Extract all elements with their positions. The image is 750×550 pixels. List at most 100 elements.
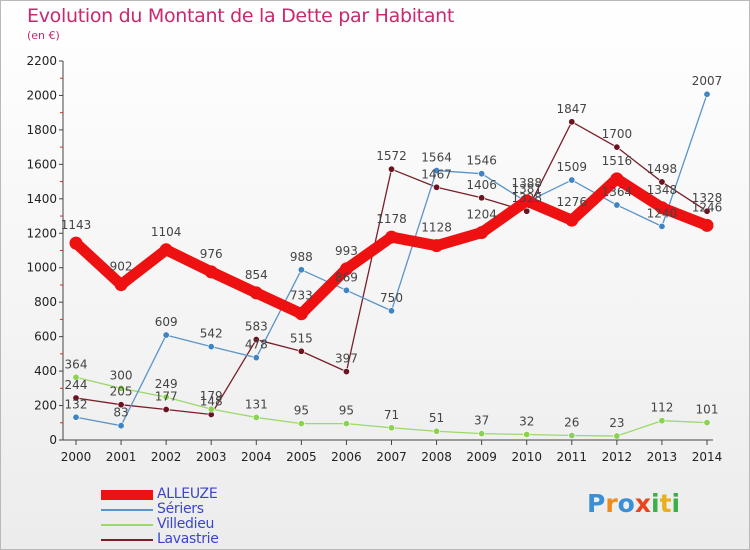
data-point bbox=[252, 413, 260, 421]
data-point bbox=[478, 430, 486, 438]
data-label: 609 bbox=[155, 315, 178, 329]
legend-label: Villedieu bbox=[157, 516, 215, 532]
data-label: 1498 bbox=[647, 162, 678, 176]
data-point bbox=[520, 194, 534, 208]
data-label: 1240 bbox=[647, 206, 678, 220]
logo-letter: P bbox=[587, 489, 606, 518]
data-label: 750 bbox=[380, 291, 403, 305]
data-label: 177 bbox=[155, 390, 178, 404]
x-tick-label: 2004 bbox=[241, 450, 272, 464]
data-label: 300 bbox=[110, 368, 133, 382]
data-label: 1509 bbox=[557, 160, 588, 174]
data-point bbox=[297, 420, 305, 428]
data-label: 2007 bbox=[692, 74, 723, 88]
data-label: 1564 bbox=[421, 151, 452, 165]
data-label: 1128 bbox=[421, 221, 452, 235]
data-label: 1143 bbox=[61, 218, 92, 232]
legend-swatch bbox=[101, 539, 153, 541]
data-point bbox=[478, 170, 486, 178]
data-label: 583 bbox=[245, 320, 268, 334]
y-tick-label: 1600 bbox=[26, 157, 57, 171]
data-point bbox=[294, 307, 308, 321]
data-point bbox=[658, 417, 666, 425]
x-tick-label: 2014 bbox=[692, 450, 723, 464]
data-label: 1516 bbox=[602, 154, 633, 168]
data-label: 988 bbox=[290, 250, 313, 264]
data-point bbox=[297, 347, 305, 355]
data-point bbox=[430, 239, 444, 253]
x-tick-label: 2009 bbox=[466, 450, 497, 464]
data-label: 1178 bbox=[376, 212, 407, 226]
data-label: 132 bbox=[65, 397, 88, 411]
data-label: 37 bbox=[474, 414, 489, 428]
logo-letter: i bbox=[671, 489, 681, 518]
data-label: 148 bbox=[200, 395, 223, 409]
logo-letter: t bbox=[659, 489, 672, 518]
data-label: 1276 bbox=[557, 195, 588, 209]
chart-unit: (en €) bbox=[27, 29, 60, 42]
y-tick-label: 2200 bbox=[26, 54, 57, 68]
y-tick-label: 600 bbox=[34, 330, 57, 344]
data-point bbox=[613, 201, 621, 209]
logo-letter: x bbox=[634, 489, 651, 518]
logo-letter: r bbox=[605, 489, 618, 518]
data-point bbox=[703, 419, 711, 427]
data-label: 1328 bbox=[692, 191, 723, 205]
x-tick-label: 2007 bbox=[376, 450, 407, 464]
data-point bbox=[162, 406, 170, 414]
data-label: 205 bbox=[110, 385, 133, 399]
y-tick-label: 1400 bbox=[26, 192, 57, 206]
data-point bbox=[252, 354, 260, 362]
data-point bbox=[658, 222, 666, 230]
data-label: 1546 bbox=[466, 154, 497, 168]
y-tick-label: 1800 bbox=[26, 123, 57, 137]
data-point bbox=[387, 307, 395, 315]
legend-swatch bbox=[101, 490, 153, 500]
data-label: 1246 bbox=[692, 200, 723, 214]
axes: 0 200 400 600 800 1000 1200 1400 1600 1800 2000 220… bbox=[26, 54, 722, 464]
data-label: 1700 bbox=[602, 127, 633, 141]
data-label: 364 bbox=[65, 357, 88, 371]
data-label: 1204 bbox=[466, 208, 497, 222]
x-tick-label: 2008 bbox=[421, 450, 452, 464]
data-label: 869 bbox=[335, 270, 358, 284]
data-label: 854 bbox=[245, 268, 268, 282]
data-point bbox=[342, 368, 350, 376]
data-point bbox=[613, 143, 621, 151]
x-tick-label: 2000 bbox=[61, 450, 92, 464]
data-point bbox=[478, 194, 486, 202]
logo-letter: i bbox=[651, 489, 660, 518]
data-point bbox=[297, 266, 305, 274]
data-label: 26 bbox=[564, 416, 579, 430]
data-label: 244 bbox=[65, 378, 88, 392]
data-point bbox=[159, 243, 173, 257]
data-label: 101 bbox=[696, 403, 719, 417]
data-label: 1572 bbox=[376, 149, 407, 163]
data-point bbox=[162, 393, 170, 401]
y-tick-label: 200 bbox=[34, 399, 57, 413]
data-point bbox=[433, 167, 441, 175]
logo-letter: o bbox=[617, 489, 635, 518]
data-point bbox=[523, 207, 531, 215]
x-tick-label: 2011 bbox=[557, 450, 588, 464]
data-label: 515 bbox=[290, 331, 313, 345]
data-label: 1364 bbox=[602, 185, 633, 199]
data-label: 131 bbox=[245, 397, 268, 411]
data-label: 1381 bbox=[511, 182, 542, 196]
legend-swatch bbox=[101, 509, 153, 511]
data-point bbox=[342, 420, 350, 428]
data-label: 902 bbox=[110, 260, 133, 274]
data-point bbox=[433, 427, 441, 435]
data-label: 1406 bbox=[466, 178, 497, 192]
data-point bbox=[703, 90, 711, 98]
legend-label: Lavastrie bbox=[157, 531, 219, 547]
x-tick-label: 2012 bbox=[602, 450, 633, 464]
data-label: 249 bbox=[155, 377, 178, 391]
data-label: 1104 bbox=[151, 225, 182, 239]
x-tick-label: 2013 bbox=[647, 450, 678, 464]
data-point bbox=[207, 405, 215, 413]
data-point bbox=[613, 432, 621, 440]
data-label: 1467 bbox=[421, 167, 452, 181]
